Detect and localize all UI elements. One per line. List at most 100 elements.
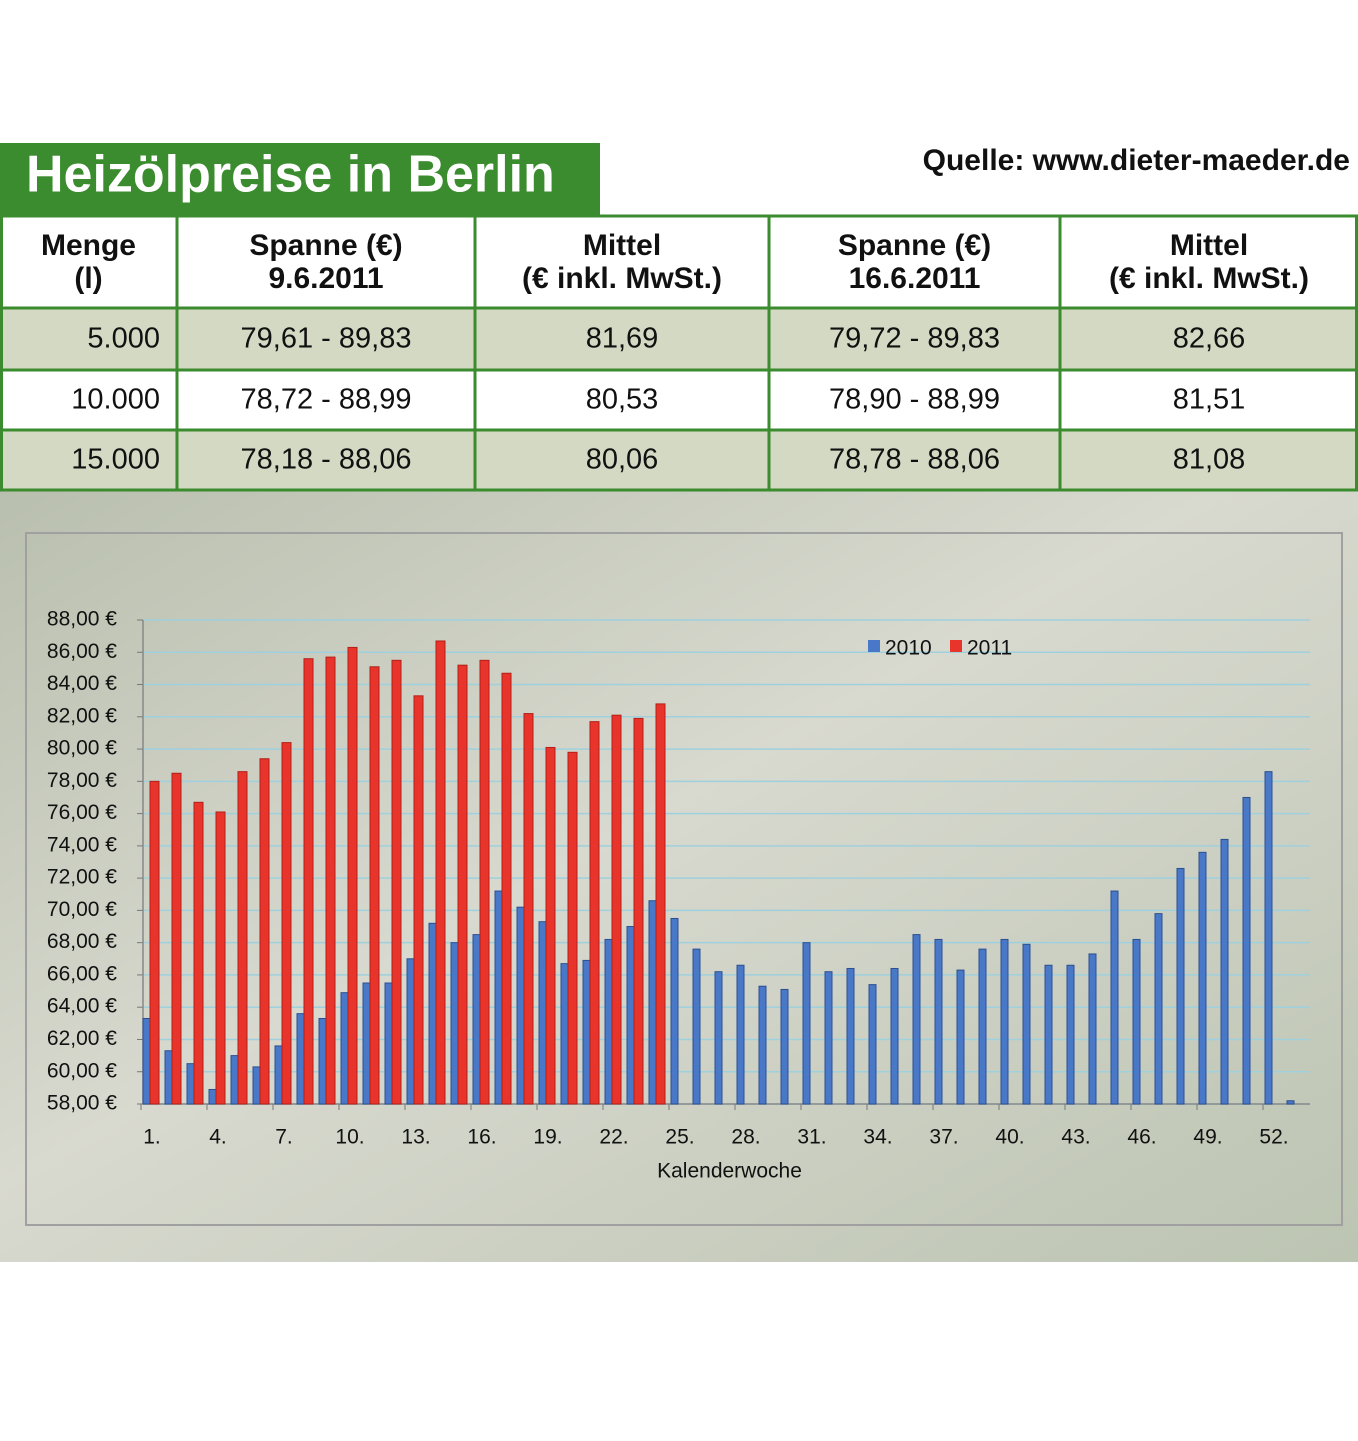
table-cell: 5.000 bbox=[87, 323, 160, 355]
table-cell: 79,72 - 89,83 bbox=[829, 323, 1000, 355]
bar bbox=[472, 934, 481, 1105]
x-tick-label: 16. bbox=[467, 1126, 496, 1149]
y-tick-label: 60,00 € bbox=[47, 1059, 117, 1082]
bar bbox=[450, 942, 459, 1105]
bar bbox=[736, 964, 745, 1105]
bar bbox=[626, 926, 635, 1105]
table-cell: 81,51 bbox=[1173, 384, 1246, 416]
bar bbox=[1198, 851, 1207, 1105]
x-tick-label: 28. bbox=[731, 1126, 760, 1149]
x-tick-label: 52. bbox=[1259, 1126, 1288, 1149]
table-header-cell: Spanne (€) bbox=[249, 229, 402, 262]
x-tick-label: 7. bbox=[275, 1126, 293, 1149]
bar bbox=[494, 890, 503, 1105]
x-tick-label: 34. bbox=[863, 1126, 892, 1149]
bar bbox=[1000, 938, 1009, 1105]
y-tick-label: 68,00 € bbox=[47, 930, 117, 953]
legend-swatch bbox=[868, 640, 880, 652]
x-tick-label: 10. bbox=[335, 1126, 364, 1149]
bar bbox=[633, 717, 644, 1105]
bar bbox=[318, 1017, 327, 1105]
bar bbox=[1110, 890, 1119, 1105]
bar bbox=[890, 967, 899, 1105]
legend-label: 2010 bbox=[885, 637, 932, 660]
bar bbox=[912, 934, 921, 1105]
table-header-cell: Spanne (€) bbox=[838, 229, 991, 262]
table-header-bg bbox=[1, 216, 1357, 308]
table-cell: 79,61 - 89,83 bbox=[241, 323, 412, 355]
table-header-cell: 16.6.2011 bbox=[849, 262, 981, 295]
x-axis-label: Kalenderwoche bbox=[657, 1160, 802, 1183]
x-tick-label: 22. bbox=[599, 1126, 628, 1149]
table-cell: 80,53 bbox=[586, 384, 659, 416]
bar bbox=[281, 742, 292, 1105]
y-tick-label: 74,00 € bbox=[47, 833, 117, 856]
table-row-bg bbox=[1, 370, 1357, 430]
bar bbox=[714, 971, 723, 1105]
bar bbox=[479, 659, 490, 1105]
y-tick-label: 86,00 € bbox=[47, 640, 117, 663]
bar bbox=[1154, 913, 1163, 1105]
table-header-cell: Menge bbox=[41, 229, 136, 262]
x-tick-label: 4. bbox=[209, 1126, 227, 1149]
y-tick-label: 76,00 € bbox=[47, 801, 117, 824]
bar bbox=[780, 988, 789, 1105]
table-header-cell: (€ inkl. MwSt.) bbox=[1109, 262, 1309, 295]
x-tick-label: 46. bbox=[1127, 1126, 1156, 1149]
table-cell: 80,06 bbox=[586, 444, 659, 476]
bar bbox=[347, 646, 358, 1105]
table-cell: 10.000 bbox=[71, 384, 160, 416]
bar bbox=[670, 917, 679, 1105]
bar bbox=[325, 656, 336, 1105]
x-tick-label: 43. bbox=[1061, 1126, 1090, 1149]
y-tick-label: 64,00 € bbox=[47, 995, 117, 1018]
bar bbox=[523, 713, 534, 1105]
bar bbox=[611, 714, 622, 1105]
bar bbox=[1264, 771, 1273, 1105]
table-cell: 81,08 bbox=[1173, 444, 1246, 476]
y-tick-label: 58,00 € bbox=[47, 1092, 117, 1115]
bar bbox=[164, 1050, 173, 1105]
x-tick-label: 31. bbox=[797, 1126, 826, 1149]
bar bbox=[384, 982, 393, 1105]
table-header-cell: 9.6.2011 bbox=[268, 262, 383, 295]
y-tick-label: 82,00 € bbox=[47, 704, 117, 727]
x-tick-label: 40. bbox=[995, 1126, 1024, 1149]
bar bbox=[391, 659, 402, 1105]
x-tick-label: 19. bbox=[533, 1126, 562, 1149]
bar bbox=[230, 1055, 239, 1105]
table-header-cell: Mittel bbox=[1170, 229, 1248, 262]
bar bbox=[142, 1017, 151, 1105]
y-tick-label: 84,00 € bbox=[47, 672, 117, 695]
table-row-bg bbox=[1, 308, 1357, 370]
bar bbox=[149, 780, 160, 1105]
bar bbox=[237, 771, 248, 1105]
bar bbox=[1176, 867, 1185, 1105]
title-box bbox=[0, 143, 600, 217]
bar bbox=[802, 942, 811, 1105]
bar bbox=[655, 703, 666, 1105]
bar bbox=[501, 672, 512, 1105]
bar bbox=[545, 746, 556, 1105]
bar bbox=[340, 992, 349, 1105]
bar bbox=[303, 658, 314, 1105]
bar bbox=[1088, 953, 1097, 1105]
legend-swatch bbox=[950, 640, 962, 652]
bar bbox=[1044, 964, 1053, 1105]
bar bbox=[567, 751, 578, 1105]
bar bbox=[171, 772, 182, 1105]
bar bbox=[435, 640, 446, 1105]
table-cell: 78,18 - 88,06 bbox=[241, 444, 412, 476]
table-header-cell: (l) bbox=[74, 262, 102, 295]
bar bbox=[758, 985, 767, 1105]
table-cell: 78,78 - 88,06 bbox=[829, 444, 1000, 476]
bar bbox=[274, 1045, 283, 1105]
bar bbox=[193, 801, 204, 1105]
bar bbox=[259, 758, 270, 1105]
x-tick-label: 37. bbox=[929, 1126, 958, 1149]
bar bbox=[252, 1066, 261, 1105]
y-tick-label: 80,00 € bbox=[47, 737, 117, 760]
bar bbox=[186, 1063, 195, 1105]
bar bbox=[582, 959, 591, 1105]
bar bbox=[413, 695, 424, 1105]
